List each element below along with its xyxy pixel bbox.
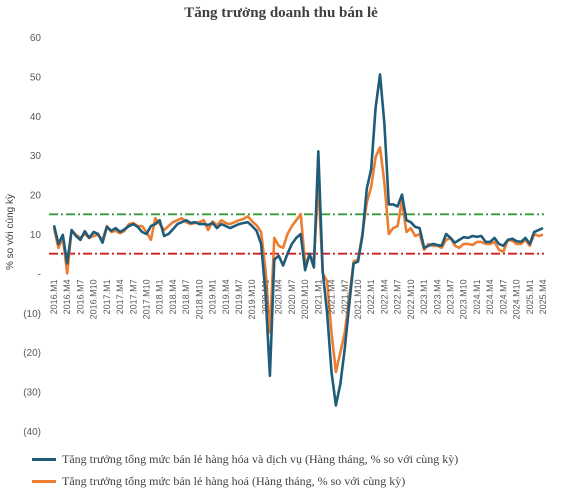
legend-label-total-retail: Tăng trưởng tổng mức bán lẻ hàng hóa và … (62, 451, 459, 466)
x-tick-label: 2022.M7 (393, 279, 403, 314)
x-tick-label: 2021.M10 (353, 279, 363, 319)
chart-title: Tăng trưởng doanh thu bán lẻ (184, 5, 378, 21)
y-tick-label: 60 (30, 33, 42, 44)
x-tick-label: 2020.M10 (300, 279, 310, 319)
x-tick-label: 2025.M4 (538, 279, 548, 314)
x-tick-label: 2020.M4 (274, 279, 284, 314)
x-tick-label: 2019.M10 (247, 279, 257, 319)
y-tick-label: - (38, 269, 41, 280)
reference-lines (49, 213, 544, 255)
x-tick-label: 2018.M4 (168, 279, 178, 314)
x-tick-label: 2020.M1 (261, 279, 271, 314)
x-tick-label: 2017.M1 (102, 279, 112, 314)
x-tick-label: 2024.M4 (485, 279, 495, 314)
x-tick-label: 2023.M7 (446, 279, 456, 314)
x-tick-label: 2020.M7 (287, 279, 297, 314)
x-tick-label: 2016.M4 (62, 279, 72, 314)
x-axis-ticks: 2016.M1 2016.M4 2016.M7 2016.M10 2017.M1 2017… (49, 279, 548, 319)
x-tick-label: 2022.M4 (379, 279, 389, 314)
x-tick-label: 2019.M1 (208, 279, 218, 314)
y-tick-label: (20) (23, 348, 41, 359)
x-tick-label: 2024.M7 (498, 279, 508, 314)
x-tick-label: 2023.M1 (419, 279, 429, 314)
x-tick-label: 2024.M10 (512, 279, 522, 319)
y-tick-label: 50 (30, 72, 42, 83)
x-tick-label: 2019.M4 (221, 279, 231, 314)
x-tick-label: 2021.M7 (340, 279, 350, 314)
x-tick-label: 2019.M7 (234, 279, 244, 314)
legend-entry-total-retail: Tăng trưởng tổng mức bán lẻ hàng hóa và … (32, 448, 458, 470)
x-tick-label: 2021.M1 (313, 279, 323, 314)
x-tick-label: 2017.M4 (115, 279, 125, 314)
x-tick-label: 2018.M7 (181, 279, 191, 314)
x-tick-label: 2025.M1 (525, 279, 535, 314)
x-tick-label: 2017.M7 (128, 279, 138, 314)
x-tick-label: 2018.M1 (155, 279, 165, 314)
legend-swatch-total-retail (32, 457, 56, 461)
y-tick-label: 40 (30, 112, 42, 123)
x-tick-label: 2024.M1 (472, 279, 482, 314)
y-tick-label: (30) (23, 388, 41, 399)
y-axis-label-group: % so với cùng kỳ (5, 194, 16, 270)
x-tick-label: 2016.M10 (89, 279, 99, 319)
y-tick-label: (10) (23, 309, 41, 320)
x-tick-label: 2016.M7 (75, 279, 85, 314)
x-tick-label: 2021.M4 (327, 279, 337, 314)
x-tick-label: 2016.M1 (49, 279, 59, 314)
legend-entry-goods-retail: Tăng trưởng tổng mức bán lẻ hàng hoá (Hà… (32, 470, 458, 492)
series-line-goods-retail (52, 146, 544, 374)
series-lines (52, 73, 544, 407)
x-tick-label: 2022.M1 (366, 279, 376, 314)
y-tick-label: 10 (30, 230, 42, 241)
x-tick-label: 2023.M4 (432, 279, 442, 314)
y-axis-label: % so với cùng kỳ (5, 194, 16, 270)
x-tick-label: 2022.M10 (406, 279, 416, 319)
y-axis-ticks: 60 50 40 30 20 10 - (10) (20) (30) (40) (23, 33, 41, 438)
series-line-total-retail (52, 73, 544, 407)
x-tick-label: 2018.M10 (194, 279, 204, 319)
x-tick-label: 2017.M10 (142, 279, 152, 319)
y-tick-label: 20 (30, 191, 42, 202)
x-tick-label: 2023.M10 (459, 279, 469, 319)
y-tick-label: (40) (23, 427, 41, 438)
legend: Tăng trưởng tổng mức bán lẻ hàng hóa và … (32, 448, 458, 492)
y-tick-label: 30 (30, 151, 42, 162)
legend-label-goods-retail: Tăng trưởng tổng mức bán lẻ hàng hoá (Hà… (62, 473, 406, 488)
legend-swatch-goods-retail (32, 479, 56, 483)
